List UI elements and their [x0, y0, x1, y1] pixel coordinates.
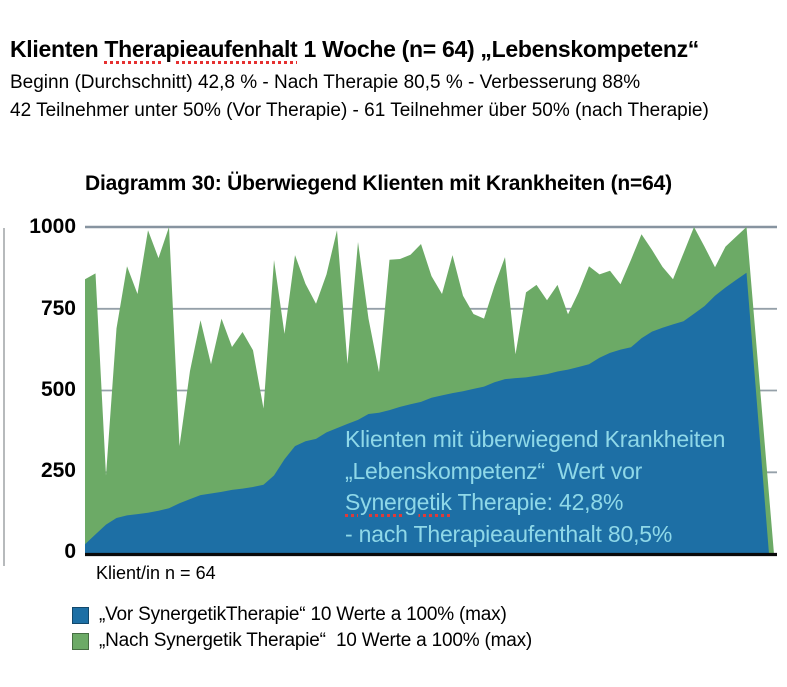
page-title-spellchecked-word: Therapieaufenhalt: [104, 36, 298, 62]
page-title-post: 1 Woche (n= 64) „Lebenskompetenz“: [297, 36, 700, 62]
vor-therapie-area: [85, 272, 769, 554]
vor-therapie-color-swatch: [72, 606, 89, 624]
area-chart-plot: [85, 225, 777, 557]
y-tick-0: 0: [64, 540, 76, 563]
chart-annotation: Klienten mit überwiegend Krankheiten „Le…: [345, 424, 725, 550]
scan-artifact-line: [3, 228, 5, 566]
chart-legend: „Vor SynergetikTherapie“ 10 Werte a 100%…: [72, 602, 532, 654]
page-title-pre: Klienten: [10, 36, 105, 62]
y-tick-250: 250: [40, 459, 76, 482]
legend-label-nach: „Nach Synergetik Therapie“ 10 Werte a 10…: [99, 630, 533, 651]
chart-title: Diagramm 30: Überwiegend Klienten mit Kr…: [85, 172, 672, 195]
y-tick-1000: 1000: [29, 215, 76, 238]
y-tick-750: 750: [40, 297, 76, 320]
annotation-line-4: - nach Therapieaufenthalt 80,5%: [345, 520, 673, 547]
annotation-line-2: „Lebenskompetenz“ Wert vor: [345, 457, 643, 484]
page-title: Klienten Therapieaufenhalt 1 Woche (n= 6…: [10, 36, 699, 63]
annotation-line-3: Synergetik Therapie: 42,8%: [345, 487, 725, 519]
legend-row-nach: „Nach Synergetik Therapie“ 10 Werte a 10…: [72, 628, 532, 654]
y-tick-500: 500: [40, 378, 76, 401]
stats-line-participants: 42 Teilnehmer unter 50% (Vor Therapie) -…: [10, 100, 709, 121]
x-axis-label: Klient/in n = 64: [96, 563, 216, 583]
legend-label-vor: „Vor SynergetikTherapie“ 10 Werte a 100%…: [99, 604, 507, 625]
stats-line-averages: Beginn (Durchschnitt) 42,8 % - Nach Ther…: [10, 72, 641, 93]
annotation-line-1: Klienten mit überwiegend Krankheiten: [345, 426, 726, 452]
annotation-spellchecked-word: Synergetik: [345, 489, 452, 515]
legend-row-vor: „Vor SynergetikTherapie“ 10 Werte a 100%…: [72, 602, 532, 628]
annotation-line-3-rest: Therapie: 42,8%: [451, 489, 624, 515]
nach-therapie-color-swatch: [72, 632, 89, 650]
